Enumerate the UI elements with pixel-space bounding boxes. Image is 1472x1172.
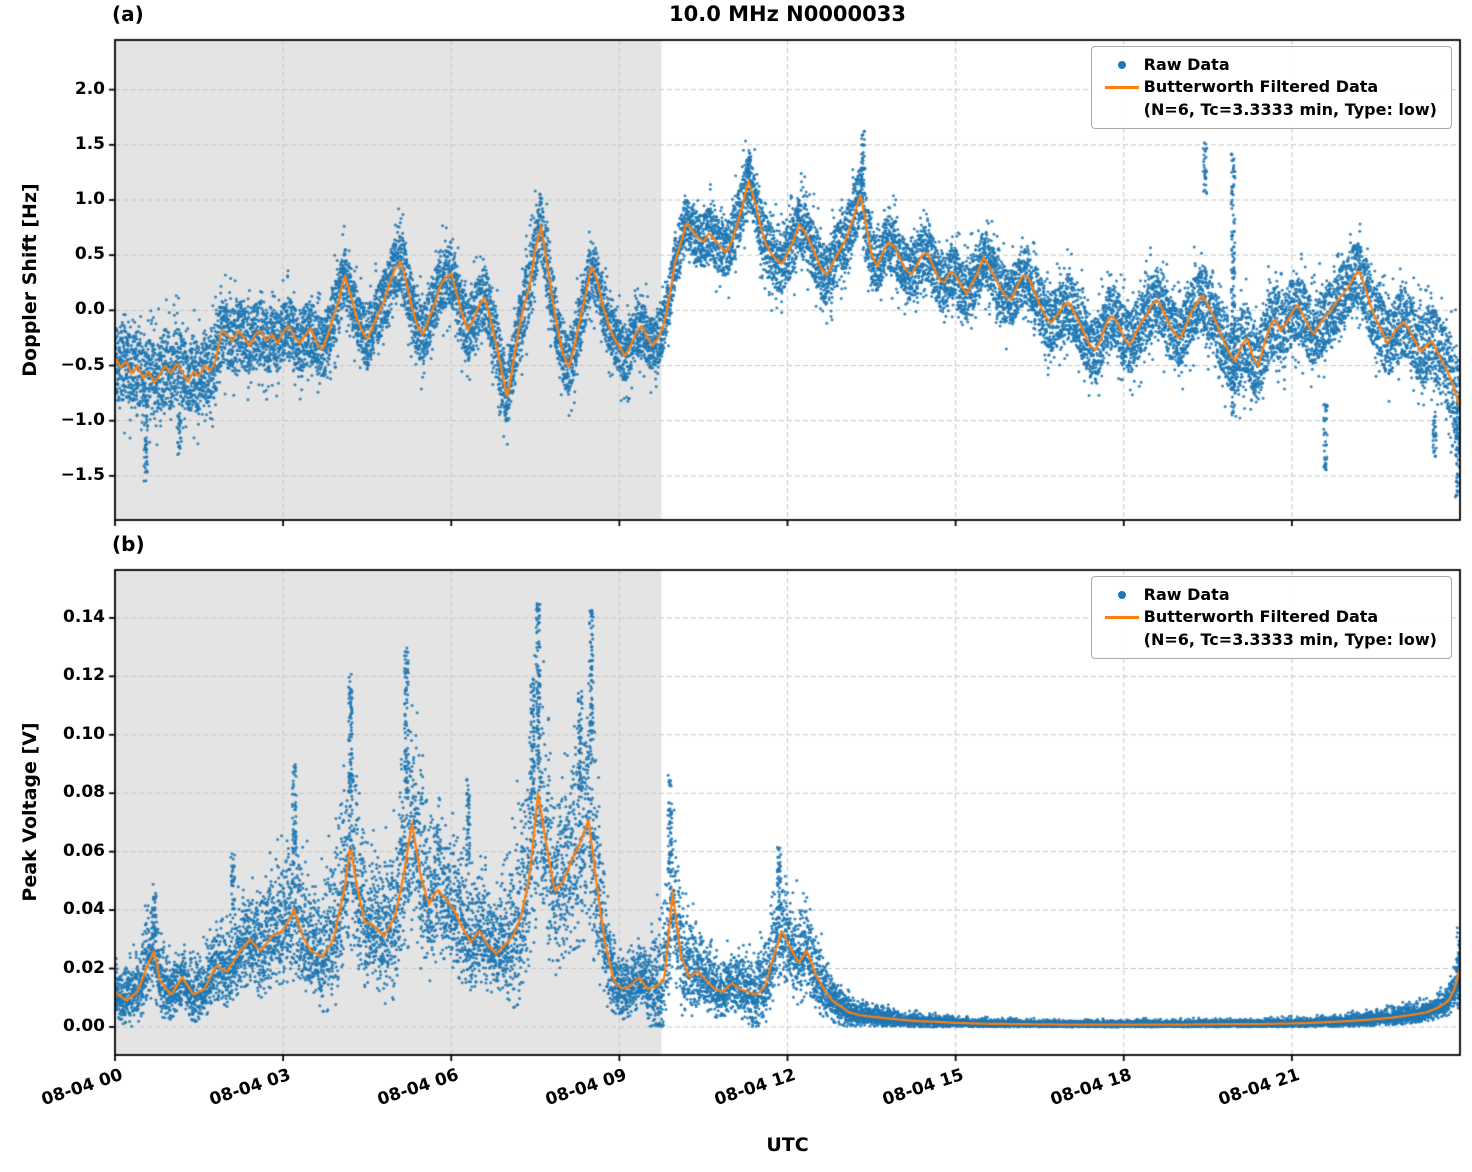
y-tick-label-panel-b: 0.08 <box>63 782 105 803</box>
legend-row-filtered: Butterworth Filtered Data <box>1100 76 1437 98</box>
legend-row-raw: Raw Data <box>1100 54 1437 76</box>
y-tick-label-panel-a: 0.0 <box>74 299 105 320</box>
y-axis-label-voltage: Peak Voltage [V] <box>19 722 41 902</box>
y-tick-label-panel-a: −0.5 <box>60 354 105 375</box>
y-tick-label-panel-a: 1.5 <box>74 133 105 154</box>
legend-row-raw: Raw Data <box>1100 584 1437 606</box>
filtered-line-icon <box>1100 616 1144 620</box>
legend-raw-label: Raw Data <box>1143 585 1230 604</box>
figure-title: 10.0 MHz N0000033 <box>669 2 906 26</box>
legend-row-filtered: Butterworth Filtered Data <box>1100 606 1437 628</box>
panel-b-tag: (b) <box>112 532 145 556</box>
legend-raw-label: Raw Data <box>1143 55 1230 74</box>
legend-panel-b: Raw Data Butterworth Filtered Data (N=6,… <box>1090 576 1452 660</box>
y-tick-label-panel-a: −1.5 <box>60 464 105 485</box>
y-tick-label-panel-a: 1.0 <box>74 189 105 209</box>
y-tick-label-panel-a: 2.0 <box>74 78 105 99</box>
raw-data-dot-icon <box>1100 591 1144 600</box>
filtered-line-icon <box>1100 86 1144 90</box>
x-axis-label: UTC <box>766 1134 809 1156</box>
legend-filtered-sublabel: (N=6, Tc=3.3333 min, Type: low) <box>1143 629 1437 649</box>
legend-panel-a: Raw Data Butterworth Filtered Data (N=6,… <box>1090 46 1452 130</box>
y-tick-label-panel-b: 0.04 <box>63 899 105 920</box>
y-axis-label-doppler: Doppler Shift [Hz] <box>19 183 41 377</box>
y-tick-label-panel-b: 0.02 <box>63 957 105 978</box>
legend-filtered-label: Butterworth Filtered Data <box>1143 77 1379 97</box>
legend-filtered-sublabel: (N=6, Tc=3.3333 min, Type: low) <box>1143 99 1437 119</box>
panel-a-tag: (a) <box>112 2 144 26</box>
raw-data-dot-icon <box>1100 61 1144 70</box>
legend-filtered-label: Butterworth Filtered Data <box>1143 607 1379 627</box>
legend-row-filtered-sub: (N=6, Tc=3.3333 min, Type: low) <box>1100 629 1437 651</box>
legend-row-filtered-sub: (N=6, Tc=3.3333 min, Type: low) <box>1100 99 1437 121</box>
y-tick-label-panel-b: 0.00 <box>63 1015 105 1036</box>
y-tick-label-panel-a: −1.0 <box>60 409 105 430</box>
y-tick-label-panel-b: 0.12 <box>63 665 105 686</box>
y-tick-label-panel-a: 0.5 <box>74 244 105 265</box>
y-tick-label-panel-b: 0.14 <box>63 606 105 627</box>
y-tick-label-panel-b: 0.06 <box>63 840 105 861</box>
y-tick-label-panel-b: 0.10 <box>63 723 105 744</box>
